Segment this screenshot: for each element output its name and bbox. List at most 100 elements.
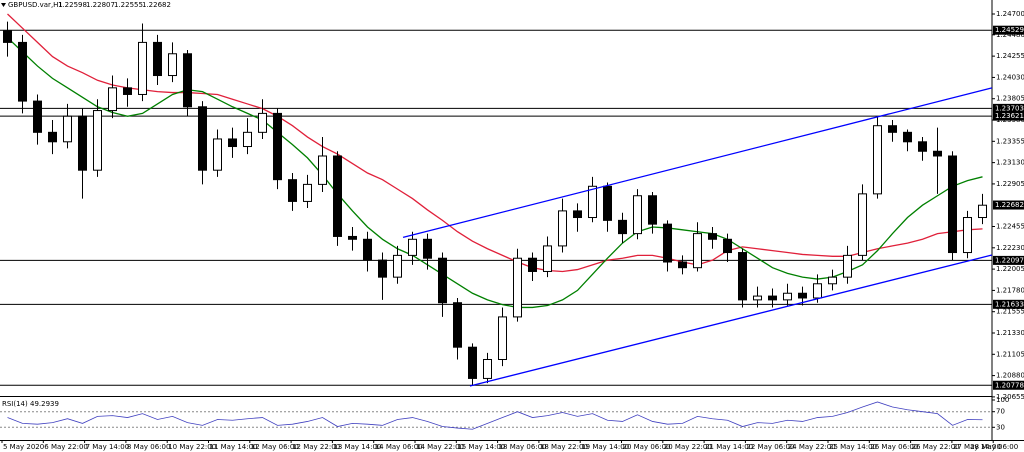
x-tick-label: 18 May 06:00 [499,443,547,451]
candle-body [783,292,792,301]
x-tick-label: 12 May 22:00 [292,443,340,451]
x-tick-label: 25 May 14:00 [829,443,877,451]
candle-body [438,257,447,304]
candle-body [873,125,882,195]
candle-body [678,261,687,269]
level-label: 1.23621 [995,112,1024,120]
x-tick-label: 7 May 14:00 [86,443,130,451]
y-tick-label: 1.21105 [996,350,1024,358]
candle-body [858,193,867,256]
candle-body [918,141,927,152]
x-tick-label: 20 May 06:00 [623,443,671,451]
level-label: 1.21633 [995,300,1024,308]
collapse-icon [1,3,6,7]
candle-body [3,30,12,43]
x-tick-label: 26 May 06:00 [870,443,918,451]
y-tick-label: 1.23805 [996,95,1024,103]
level-box [993,25,1024,35]
level-box [993,299,1024,309]
x-tick-label: 19 May 14:00 [581,443,629,451]
candle-body [558,210,567,247]
x-tick-label: 5 May 2020 [3,443,44,451]
rsi-tick-label: 70 [996,408,1005,416]
candle-body [933,150,942,157]
rsi-tick-label: 100 [996,396,1009,404]
candle-body [978,204,987,219]
x-tick-label: 13 May 14:00 [333,443,381,451]
candle-body [468,346,477,379]
candle-body [513,257,522,318]
x-tick-label: 26 May 22:00 [912,443,960,451]
candle-body [288,179,297,202]
ohlc-value: 1.22555 [114,1,143,9]
candle-body [378,259,387,278]
trendline [402,87,993,239]
candle-body [573,210,582,219]
x-tick-label: 14 May 22:00 [416,443,464,451]
candle-body [903,131,912,143]
candle-body [33,100,42,133]
y-tick-label: 1.22455 [996,223,1024,231]
y-tick-label: 1.24030 [996,73,1024,81]
y-tick-label: 1.24255 [996,52,1024,60]
level-box [993,111,1024,121]
level-label: 1.22097 [995,256,1024,264]
y-tick-label: 1.22905 [996,180,1024,188]
candle-body [588,185,597,219]
moving-average [7,37,983,309]
y-tick-label: 1.21330 [996,329,1024,337]
x-tick-label: 8 May 06:00 [127,443,171,451]
candle-body [243,131,252,148]
candle-body [768,295,777,301]
y-tick-label: 1.22230 [996,244,1024,252]
rsi-value: 49.2939 [30,400,59,408]
candle-body [183,53,192,108]
symbol-title: GBPUSD.var,H1 [8,1,63,9]
candle-body [333,155,342,237]
y-tick-label: 1.21780 [996,286,1024,294]
candle-body [108,87,117,112]
candle-body [543,245,552,272]
candle-body [78,115,87,171]
candle-body [528,257,537,272]
current-price-box [993,200,1024,210]
candle-body [618,219,627,235]
x-tick-label: 10 May 22:00 [168,443,216,451]
candle-body [843,254,852,278]
candle-body [93,110,102,171]
y-tick-label: 1.21555 [996,308,1024,316]
candle-body [828,276,837,285]
rsi-title: RSI(14) [2,400,28,408]
candle-body [228,138,237,148]
y-tick-label: 1.20880 [996,372,1024,380]
candle-body [753,295,762,301]
rsi-tick-label: 30 [996,423,1005,431]
x-tick-label: 14 May 06:00 [375,443,423,451]
candle-body [483,359,492,379]
y-tick-label: 1.24700 [996,10,1024,18]
x-tick-label: 28 May 06:00 [970,443,1018,451]
candle-body [603,185,612,221]
ohlc-value: 1.22807 [86,1,115,9]
candle-body [153,41,162,77]
x-tick-label: 6 May 22:00 [44,443,88,451]
candle-body [693,233,702,269]
candle-body [798,292,807,299]
candle-body [423,238,432,259]
candle-body [63,115,72,143]
candle-body [18,41,27,102]
candle-body [453,302,462,348]
level-label: 1.23703 [995,104,1024,112]
level-label: 1.20778 [995,381,1024,389]
rsi-line [7,401,983,430]
level-label: 1.24529 [995,26,1024,34]
y-tick-label: 1.20655 [996,393,1024,401]
candle-body [123,87,132,95]
candle-body [318,155,327,185]
candle-body [348,235,357,240]
x-tick-label: 12 May 06:00 [251,443,299,451]
level-box [993,255,1024,265]
candle-body [633,195,642,235]
level-box [993,103,1024,113]
